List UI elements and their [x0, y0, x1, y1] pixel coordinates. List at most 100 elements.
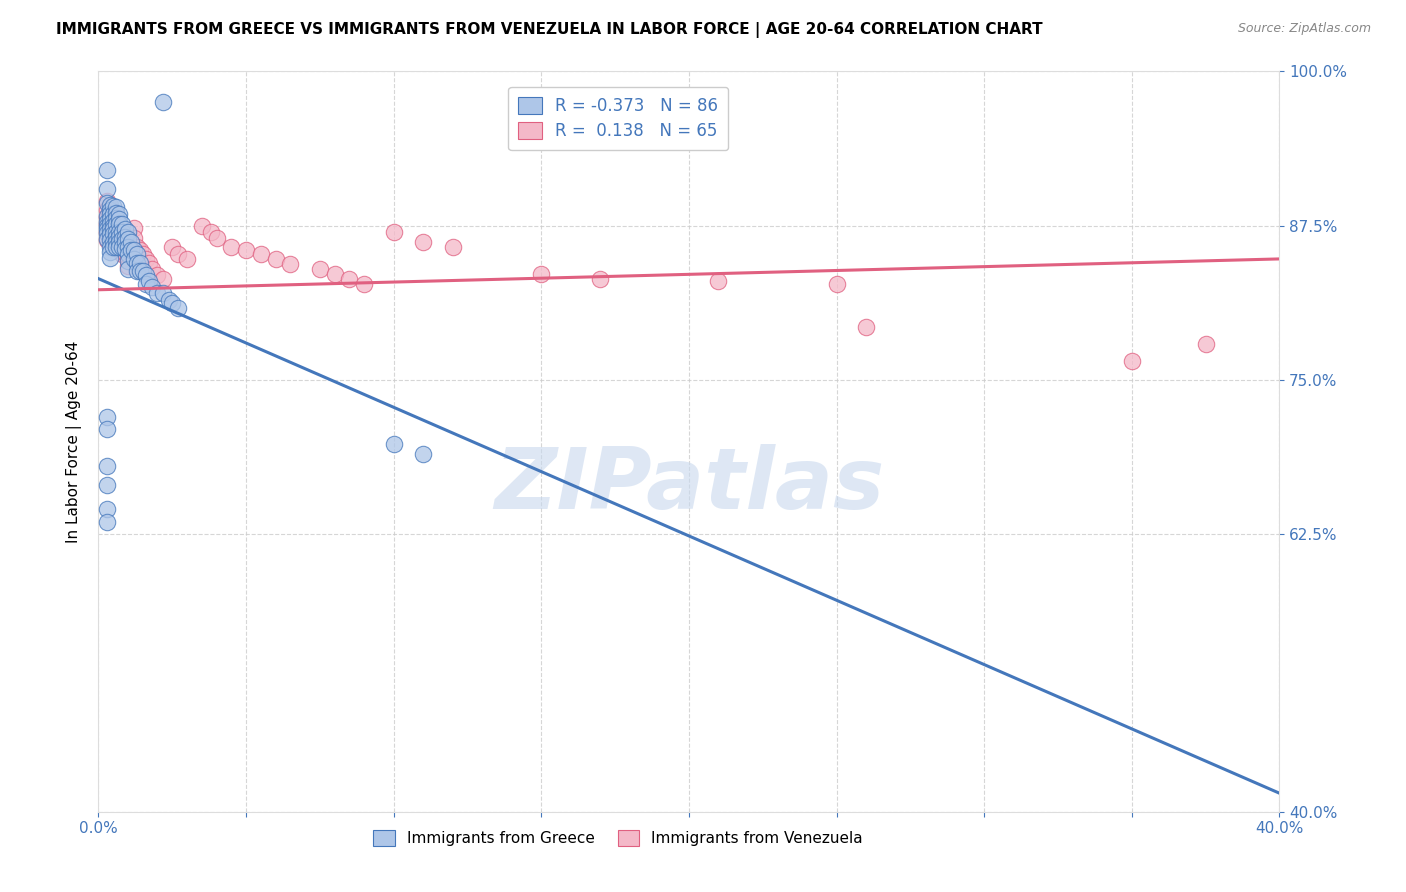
- Point: [96, 218, 118, 232]
- Point: [1121, 354, 1143, 368]
- Point: [114, 235, 136, 249]
- Point: [122, 231, 145, 245]
- Point: [98, 215, 121, 229]
- Point: [103, 227, 125, 242]
- Point: [103, 219, 125, 233]
- Point: [111, 218, 134, 232]
- Point: [103, 239, 125, 253]
- Point: [125, 247, 148, 261]
- Point: [98, 231, 121, 245]
- Point: [98, 197, 121, 211]
- Point: [114, 222, 136, 236]
- Point: [323, 267, 346, 281]
- Point: [96, 226, 118, 240]
- Point: [108, 239, 131, 253]
- Point: [98, 221, 121, 235]
- Point: [125, 239, 148, 253]
- Point: [117, 247, 139, 261]
- Point: [111, 225, 134, 239]
- Point: [96, 215, 118, 229]
- Point: [105, 211, 128, 226]
- Point: [103, 225, 125, 239]
- Point: [105, 227, 128, 242]
- Point: [96, 196, 118, 211]
- Point: [114, 242, 136, 256]
- Point: [117, 252, 139, 266]
- Point: [589, 271, 612, 285]
- Point: [146, 268, 169, 282]
- Point: [108, 212, 131, 227]
- Point: [309, 261, 332, 276]
- Point: [855, 319, 877, 334]
- Point: [117, 244, 139, 258]
- Point: [105, 235, 128, 249]
- Point: [152, 95, 174, 110]
- Point: [96, 209, 118, 223]
- Point: [128, 255, 150, 269]
- Point: [205, 231, 228, 245]
- Point: [412, 447, 434, 461]
- Point: [264, 252, 287, 266]
- Point: [105, 206, 128, 220]
- Point: [103, 234, 125, 248]
- Point: [117, 254, 139, 268]
- Point: [382, 437, 405, 451]
- Point: [120, 244, 142, 258]
- Point: [117, 225, 139, 239]
- Point: [96, 459, 118, 474]
- Point: [825, 277, 848, 291]
- Point: [1195, 337, 1218, 351]
- Point: [111, 231, 134, 245]
- Point: [108, 225, 131, 239]
- Point: [122, 244, 145, 258]
- Point: [96, 232, 118, 246]
- Point: [111, 239, 134, 253]
- Point: [339, 271, 361, 285]
- Point: [117, 239, 139, 253]
- Text: ZIPatlas: ZIPatlas: [494, 444, 884, 527]
- Point: [122, 221, 145, 235]
- Point: [96, 477, 118, 491]
- Point: [117, 260, 139, 274]
- Point: [114, 237, 136, 252]
- Point: [111, 247, 134, 261]
- Point: [108, 239, 131, 253]
- Text: IMMIGRANTS FROM GREECE VS IMMIGRANTS FROM VENEZUELA IN LABOR FORCE | AGE 20-64 C: IMMIGRANTS FROM GREECE VS IMMIGRANTS FRO…: [56, 22, 1043, 38]
- Point: [128, 264, 150, 278]
- Point: [96, 210, 118, 224]
- Point: [96, 409, 118, 424]
- Text: Source: ZipAtlas.com: Source: ZipAtlas.com: [1237, 22, 1371, 36]
- Point: [250, 247, 273, 261]
- Point: [103, 222, 125, 236]
- Point: [114, 229, 136, 244]
- Point: [707, 274, 730, 288]
- Point: [105, 218, 128, 232]
- Point: [157, 293, 180, 307]
- Point: [353, 277, 375, 291]
- Point: [530, 267, 553, 281]
- Point: [98, 251, 121, 265]
- Point: [132, 247, 155, 261]
- Point: [191, 219, 214, 233]
- Point: [96, 234, 118, 248]
- Point: [125, 264, 148, 278]
- Point: [103, 199, 125, 213]
- Point: [138, 274, 160, 288]
- Point: [280, 257, 302, 271]
- Point: [235, 244, 257, 258]
- Point: [96, 222, 118, 236]
- Point: [103, 207, 125, 221]
- Point: [98, 239, 121, 253]
- Point: [98, 218, 121, 232]
- Point: [162, 239, 183, 253]
- Point: [96, 219, 118, 233]
- Point: [125, 255, 148, 269]
- Point: [108, 225, 131, 239]
- Point: [103, 209, 125, 223]
- Point: [105, 239, 128, 253]
- Point: [105, 212, 128, 227]
- Point: [128, 244, 150, 258]
- Point: [382, 225, 405, 239]
- Point: [138, 255, 160, 269]
- Point: [103, 239, 125, 253]
